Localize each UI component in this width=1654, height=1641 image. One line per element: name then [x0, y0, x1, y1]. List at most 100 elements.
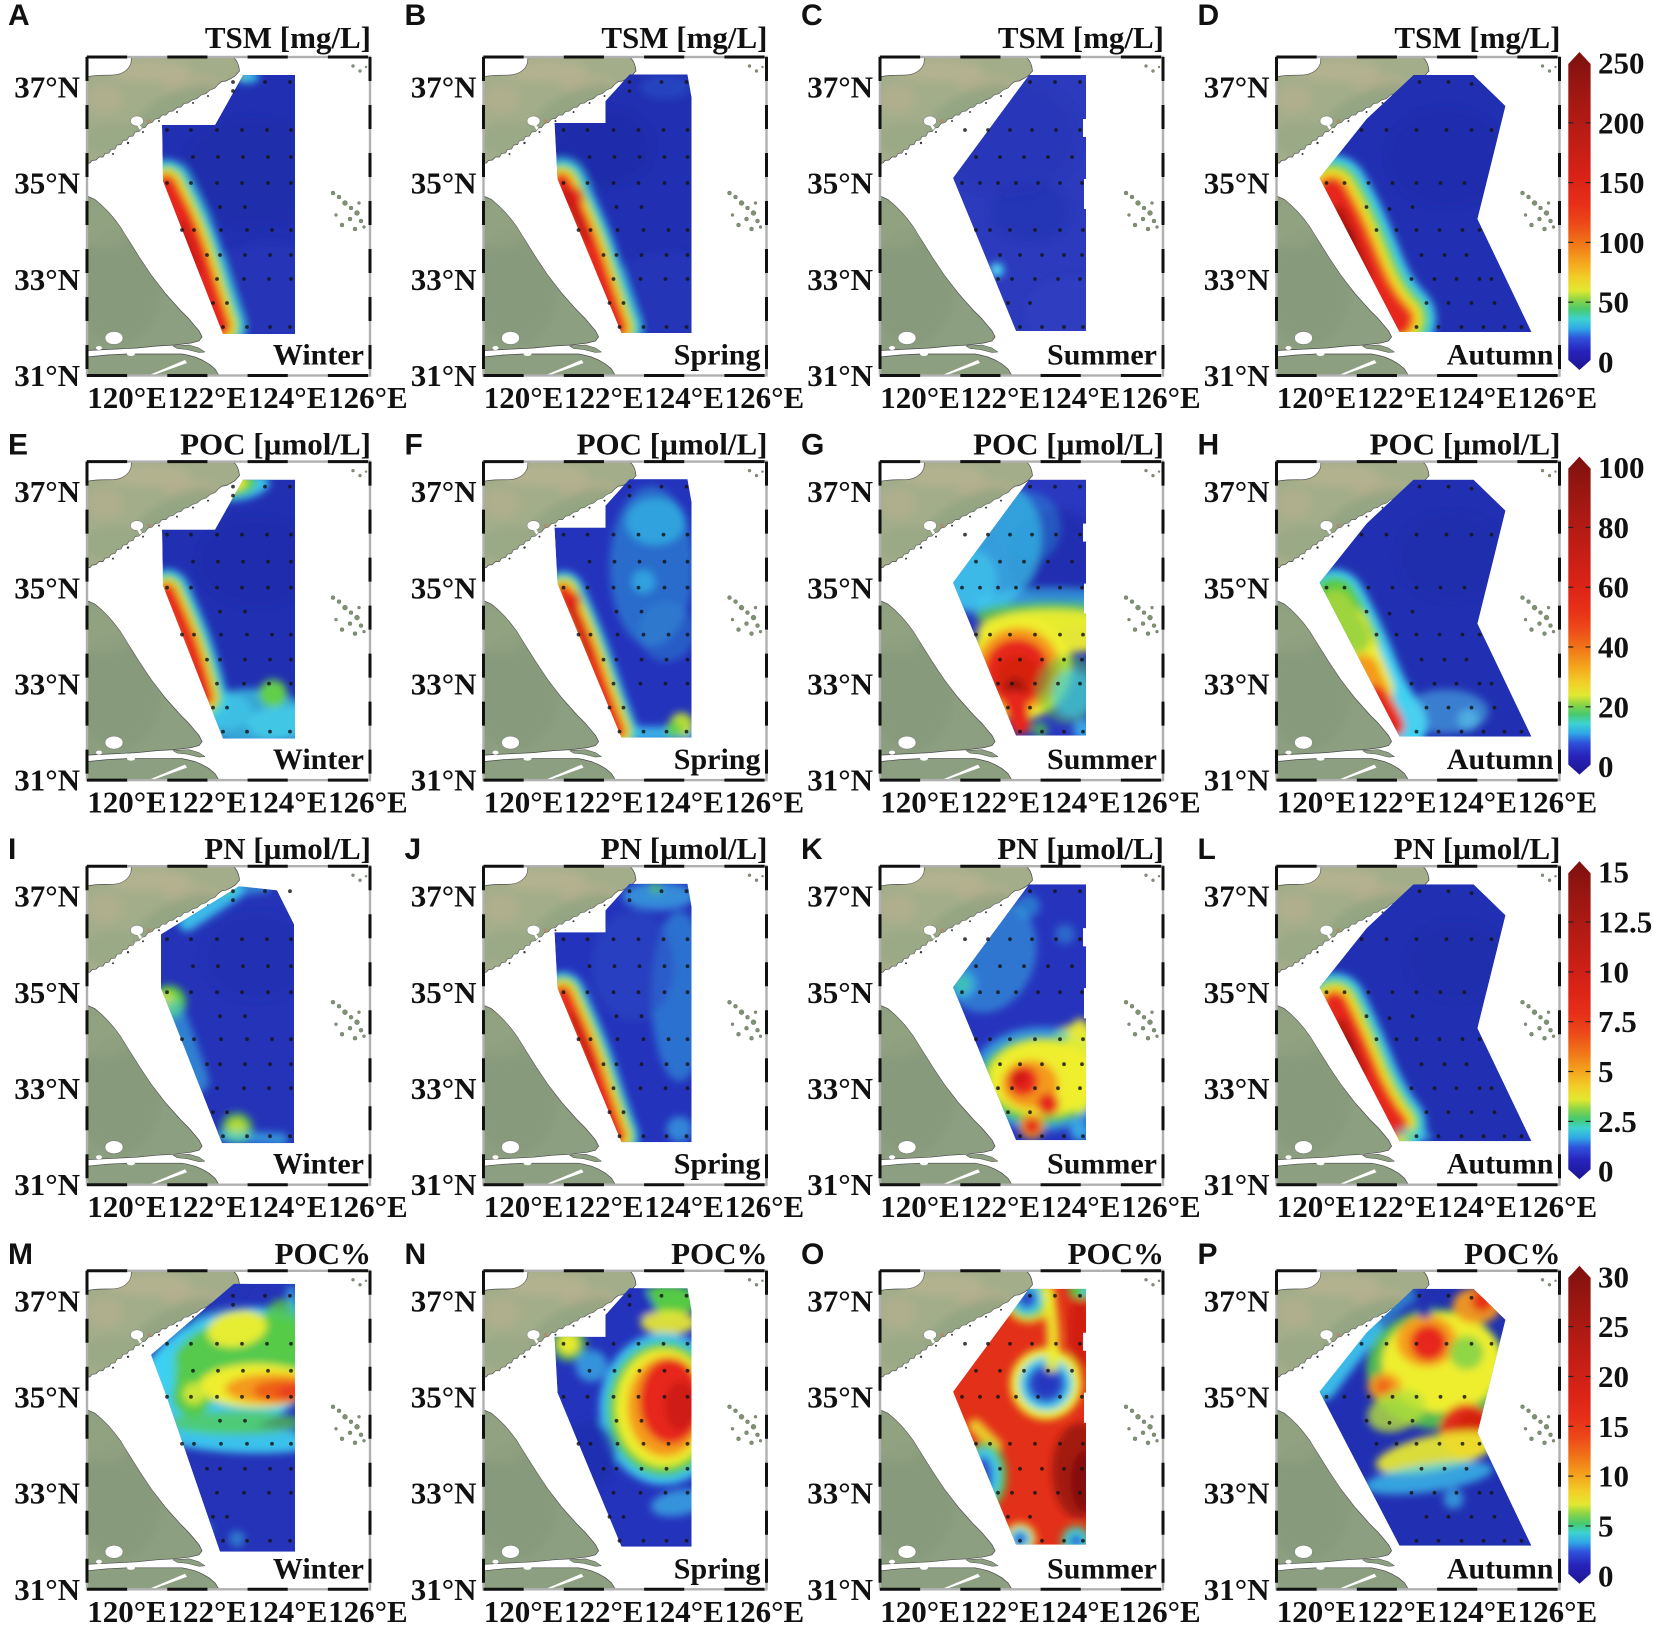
svg-text:120°E: 120°E: [1277, 1594, 1357, 1629]
svg-text:POC%: POC%: [671, 1236, 767, 1271]
svg-text:P: P: [1198, 1238, 1218, 1271]
svg-text:20: 20: [1598, 689, 1629, 724]
svg-text:124°E: 124°E: [248, 1189, 328, 1224]
svg-text:37°N: 37°N: [14, 70, 80, 105]
svg-text:33°N: 33°N: [1204, 1071, 1270, 1106]
svg-text:33°N: 33°N: [807, 1071, 873, 1106]
svg-text:120°E: 120°E: [87, 380, 167, 415]
svg-text:2.5: 2.5: [1598, 1104, 1637, 1139]
svg-text:124°E: 124°E: [1437, 785, 1517, 820]
svg-text:50: 50: [1598, 285, 1629, 320]
svg-text:A: A: [8, 0, 30, 32]
svg-text:126°E: 126°E: [725, 785, 805, 820]
svg-text:122°E: 122°E: [564, 380, 644, 415]
svg-text:37°N: 37°N: [411, 474, 477, 509]
svg-text:Summer: Summer: [1047, 339, 1157, 372]
svg-text:126°E: 126°E: [1518, 1189, 1598, 1224]
svg-text:Winter: Winter: [273, 743, 364, 776]
svg-text:120°E: 120°E: [484, 1189, 564, 1224]
svg-text:250: 250: [1598, 46, 1645, 81]
svg-text:Summer: Summer: [1047, 743, 1157, 776]
svg-text:0: 0: [1598, 1154, 1614, 1189]
svg-text:126°E: 126°E: [1518, 380, 1598, 415]
svg-text:37°N: 37°N: [1204, 474, 1270, 509]
svg-text:120°E: 120°E: [87, 1189, 167, 1224]
svg-text:Autumn: Autumn: [1447, 1148, 1554, 1181]
svg-text:126°E: 126°E: [1121, 1189, 1201, 1224]
svg-text:122°E: 122°E: [961, 1594, 1041, 1629]
svg-text:122°E: 122°E: [961, 1189, 1041, 1224]
svg-text:31°N: 31°N: [14, 1167, 80, 1202]
svg-text:126°E: 126°E: [328, 1189, 408, 1224]
svg-text:120°E: 120°E: [880, 785, 960, 820]
svg-text:TSM [mg/L]: TSM [mg/L]: [205, 20, 371, 55]
svg-text:126°E: 126°E: [1121, 380, 1201, 415]
svg-text:122°E: 122°E: [961, 380, 1041, 415]
svg-text:124°E: 124°E: [248, 1594, 328, 1629]
svg-text:D: D: [1198, 0, 1220, 32]
svg-text:35°N: 35°N: [411, 570, 477, 605]
svg-text:Summer: Summer: [1047, 1552, 1157, 1585]
svg-text:126°E: 126°E: [328, 1594, 408, 1629]
svg-text:60: 60: [1598, 570, 1629, 605]
svg-text:124°E: 124°E: [644, 1189, 724, 1224]
svg-text:124°E: 124°E: [1437, 1189, 1517, 1224]
svg-text:120°E: 120°E: [880, 380, 960, 415]
svg-text:O: O: [801, 1238, 824, 1271]
svg-text:Winter: Winter: [273, 1552, 364, 1585]
svg-text:124°E: 124°E: [248, 785, 328, 820]
svg-text:126°E: 126°E: [1121, 1594, 1201, 1629]
svg-text:TSM [mg/L]: TSM [mg/L]: [998, 20, 1164, 55]
svg-text:35°N: 35°N: [807, 570, 873, 605]
svg-text:0: 0: [1598, 345, 1614, 380]
svg-text:Spring: Spring: [674, 339, 761, 372]
svg-text:Autumn: Autumn: [1447, 339, 1554, 372]
svg-text:122°E: 122°E: [1357, 1189, 1437, 1224]
svg-text:40: 40: [1598, 630, 1629, 665]
svg-text:122°E: 122°E: [961, 785, 1041, 820]
svg-text:PN [µmol/L]: PN [µmol/L]: [1394, 831, 1561, 866]
svg-text:33°N: 33°N: [807, 666, 873, 701]
svg-text:5: 5: [1598, 1509, 1614, 1544]
svg-text:124°E: 124°E: [1041, 1594, 1121, 1629]
svg-text:31°N: 31°N: [1204, 1167, 1270, 1202]
svg-text:POC%: POC%: [275, 1236, 371, 1271]
svg-text:35°N: 35°N: [14, 975, 80, 1010]
svg-text:M: M: [8, 1238, 33, 1271]
svg-text:37°N: 37°N: [14, 879, 80, 914]
svg-text:POC%: POC%: [1464, 1236, 1560, 1271]
svg-text:35°N: 35°N: [411, 975, 477, 1010]
svg-text:31°N: 31°N: [411, 358, 477, 393]
svg-text:31°N: 31°N: [807, 1572, 873, 1607]
svg-text:33°N: 33°N: [1204, 262, 1270, 297]
svg-text:124°E: 124°E: [1041, 380, 1121, 415]
svg-text:Summer: Summer: [1047, 1148, 1157, 1181]
svg-text:37°N: 37°N: [807, 879, 873, 914]
svg-text:122°E: 122°E: [1357, 380, 1437, 415]
svg-text:33°N: 33°N: [1204, 666, 1270, 701]
svg-text:122°E: 122°E: [564, 1594, 644, 1629]
svg-text:122°E: 122°E: [168, 1594, 248, 1629]
svg-text:126°E: 126°E: [725, 1594, 805, 1629]
svg-text:124°E: 124°E: [644, 785, 724, 820]
svg-text:80: 80: [1598, 510, 1629, 545]
svg-text:126°E: 126°E: [328, 785, 408, 820]
svg-text:POC [µmol/L]: POC [µmol/L]: [973, 427, 1164, 462]
svg-text:33°N: 33°N: [14, 1476, 80, 1511]
svg-text:126°E: 126°E: [1518, 1594, 1598, 1629]
svg-text:31°N: 31°N: [411, 1572, 477, 1607]
svg-text:124°E: 124°E: [1041, 785, 1121, 820]
svg-text:31°N: 31°N: [14, 763, 80, 798]
svg-text:122°E: 122°E: [1357, 785, 1437, 820]
svg-text:15: 15: [1598, 1409, 1629, 1444]
svg-text:126°E: 126°E: [1518, 785, 1598, 820]
svg-text:124°E: 124°E: [644, 1594, 724, 1629]
svg-text:31°N: 31°N: [1204, 763, 1270, 798]
svg-text:126°E: 126°E: [725, 380, 805, 415]
svg-text:120°E: 120°E: [1277, 785, 1357, 820]
svg-text:25: 25: [1598, 1309, 1629, 1344]
svg-text:100: 100: [1598, 225, 1645, 260]
svg-text:5: 5: [1598, 1054, 1614, 1089]
svg-text:120°E: 120°E: [484, 1594, 564, 1629]
svg-text:37°N: 37°N: [411, 1283, 477, 1318]
